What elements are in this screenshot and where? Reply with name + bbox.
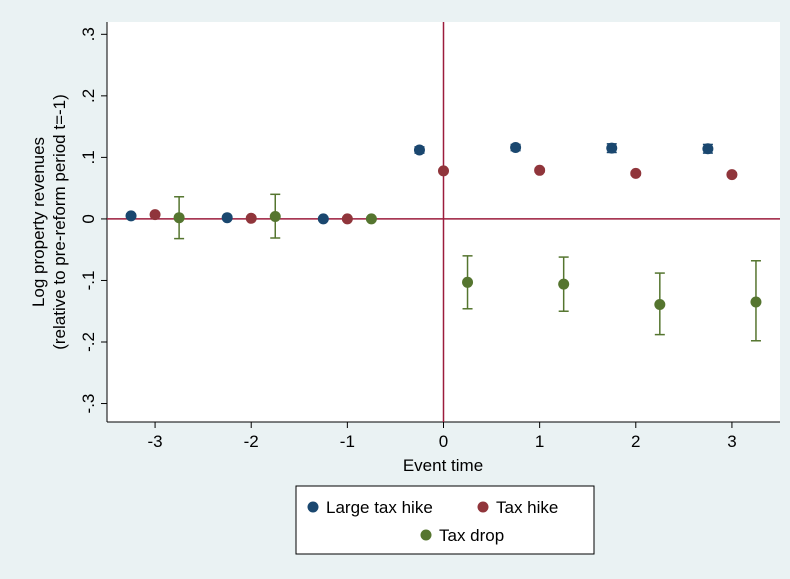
point-tax-hike: [630, 167, 642, 179]
y-tick-label: .1: [79, 150, 98, 164]
series-tax-drop: [173, 193, 762, 342]
legend-marker-tax-drop: [420, 529, 432, 541]
x-axis-title: Event time: [403, 456, 483, 475]
y-tick-label: 0: [79, 214, 98, 223]
point-tax-hike: [341, 213, 353, 225]
y-axis-title-line-1: Log property revenues: [29, 137, 48, 307]
series-tax-hike: [149, 164, 738, 225]
point-tax-hike: [726, 169, 738, 181]
point-large-tax-hike: [702, 143, 714, 155]
point-tax-hike: [438, 165, 449, 177]
point-tax-hike: [534, 164, 546, 176]
point-tax-drop: [558, 278, 570, 290]
point-tax-hike: [149, 209, 161, 221]
point-large-tax-hike: [221, 212, 233, 224]
point-tax-drop: [365, 213, 377, 225]
legend-marker-large-tax-hike: [307, 501, 319, 513]
point-tax-drop: [173, 212, 185, 224]
point-large-tax-hike: [413, 144, 425, 156]
legend-label-tax-drop: Tax drop: [439, 526, 504, 545]
point-tax-hike: [245, 212, 257, 224]
y-tick-label: .2: [79, 89, 98, 103]
y-axis-title-line-2: (relative to pre-reform period t=-1): [50, 94, 69, 350]
x-tick-label: 2: [631, 432, 640, 451]
y-tick-label: -.1: [79, 271, 98, 291]
axes: -.3 -.2 -.1 0 .1 .2 .3 -3 -2 -1 0 1 2 3: [79, 22, 780, 451]
x-tick-label: 1: [535, 432, 544, 451]
point-large-tax-hike: [510, 142, 522, 154]
point-tax-drop: [750, 296, 762, 308]
x-tick-label: -1: [340, 432, 355, 451]
x-tick-label: 3: [727, 432, 736, 451]
y-tick-label: .3: [79, 27, 98, 41]
y-tick-label: -.2: [79, 332, 98, 352]
legend-label-large-tax-hike: Large tax hike: [326, 498, 433, 517]
point-tax-drop: [462, 276, 474, 288]
y-tick-label: -.3: [79, 394, 98, 414]
legend-label-tax-hike: Tax hike: [496, 498, 558, 517]
legend: Large tax hike Tax hike Tax drop: [295, 485, 595, 555]
data-marks: [125, 142, 762, 342]
point-tax-drop: [269, 210, 281, 222]
x-tick-label: 0: [439, 432, 448, 451]
x-tick-label: -2: [244, 432, 259, 451]
legend-marker-tax-hike: [477, 501, 489, 513]
reference-lines: [107, 22, 780, 422]
legend-box: [295, 485, 595, 555]
point-large-tax-hike: [606, 142, 618, 154]
series-large-tax-hike: [125, 142, 714, 225]
point-tax-drop: [654, 298, 666, 310]
point-large-tax-hike: [125, 210, 137, 222]
point-large-tax-hike: [317, 213, 329, 225]
x-tick-label: -3: [148, 432, 163, 451]
